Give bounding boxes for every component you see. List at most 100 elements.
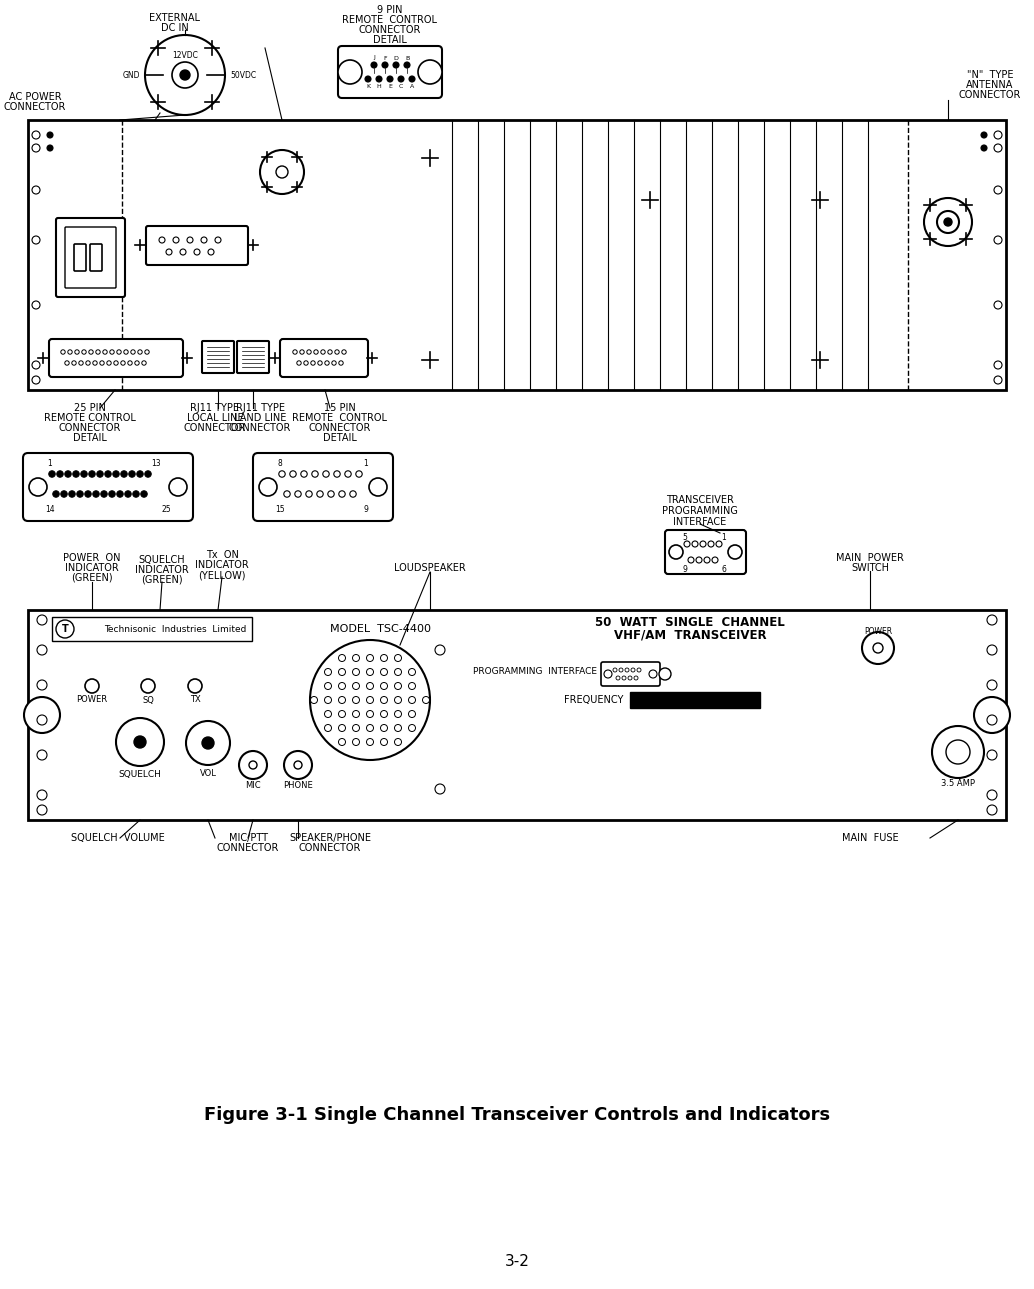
Text: CONNECTOR: CONNECTOR (184, 423, 246, 433)
Circle shape (423, 696, 429, 704)
Circle shape (93, 361, 97, 365)
Circle shape (987, 644, 997, 655)
Text: 3-2: 3-2 (505, 1254, 529, 1270)
Circle shape (93, 491, 99, 498)
Circle shape (68, 349, 72, 354)
Circle shape (366, 696, 373, 704)
Text: POWER  ON: POWER ON (63, 553, 121, 563)
Text: T: T (62, 624, 68, 634)
Circle shape (145, 470, 151, 477)
Text: PROGRAMMING  INTERFACE: PROGRAMMING INTERFACE (473, 668, 597, 677)
Circle shape (317, 361, 323, 365)
Circle shape (325, 361, 329, 365)
Text: 15: 15 (275, 505, 284, 514)
Circle shape (404, 62, 410, 68)
Circle shape (201, 237, 207, 244)
Circle shape (625, 668, 629, 672)
Circle shape (208, 249, 214, 255)
Circle shape (61, 491, 67, 498)
Text: 8: 8 (277, 459, 282, 468)
Text: D: D (394, 55, 398, 61)
Circle shape (294, 761, 302, 770)
Text: TRANSCEIVER: TRANSCEIVER (666, 495, 734, 505)
Text: DC IN: DC IN (161, 23, 189, 34)
Text: LOCAL LINE: LOCAL LINE (187, 412, 243, 423)
Text: PROGRAMMING: PROGRAMMING (662, 507, 738, 516)
Circle shape (395, 682, 401, 690)
Circle shape (121, 470, 127, 477)
Text: 12VDC: 12VDC (172, 52, 197, 61)
Text: CONNECTOR: CONNECTOR (959, 90, 1022, 101)
Text: MAIN  POWER: MAIN POWER (837, 553, 904, 563)
Text: CONNECTOR: CONNECTOR (217, 843, 279, 853)
Text: AC POWER: AC POWER (8, 92, 61, 102)
Circle shape (293, 349, 297, 354)
Circle shape (685, 541, 690, 547)
Circle shape (987, 790, 997, 800)
Text: B: B (405, 55, 409, 61)
Circle shape (381, 724, 388, 731)
Circle shape (987, 681, 997, 690)
Text: POWER: POWER (864, 626, 892, 635)
Circle shape (382, 62, 388, 68)
Circle shape (313, 349, 318, 354)
Text: CONNECTOR: CONNECTOR (309, 423, 371, 433)
FancyBboxPatch shape (23, 452, 193, 521)
Circle shape (349, 491, 356, 498)
Circle shape (371, 62, 377, 68)
Circle shape (61, 349, 65, 354)
Circle shape (862, 632, 894, 664)
Circle shape (301, 470, 307, 477)
Circle shape (49, 470, 55, 477)
Text: INDICATOR: INDICATOR (65, 563, 119, 574)
Circle shape (634, 675, 638, 681)
Circle shape (32, 302, 40, 309)
Text: CONNECTOR: CONNECTOR (359, 24, 421, 35)
Text: DETAIL: DETAIL (323, 433, 357, 443)
Circle shape (619, 668, 624, 672)
Circle shape (994, 131, 1002, 139)
Circle shape (339, 491, 345, 498)
Circle shape (283, 491, 291, 498)
Circle shape (187, 237, 193, 244)
FancyBboxPatch shape (601, 663, 660, 686)
Text: Technisonic  Industries  Limited: Technisonic Industries Limited (103, 624, 246, 633)
Circle shape (932, 726, 984, 779)
Circle shape (712, 557, 718, 563)
Text: SQUELCH: SQUELCH (119, 770, 161, 779)
Circle shape (37, 644, 47, 655)
Circle shape (393, 62, 399, 68)
Circle shape (202, 737, 214, 749)
Circle shape (628, 675, 632, 681)
Circle shape (172, 62, 197, 88)
Circle shape (310, 641, 430, 761)
Circle shape (47, 131, 53, 138)
Text: FREQUENCY: FREQUENCY (564, 695, 624, 705)
Circle shape (57, 470, 63, 477)
Text: SQUELCH  VOLUME: SQUELCH VOLUME (71, 833, 164, 843)
Text: GND: GND (122, 71, 140, 80)
Circle shape (335, 349, 339, 354)
Circle shape (82, 349, 86, 354)
Circle shape (136, 470, 143, 477)
Text: 25 PIN: 25 PIN (74, 403, 105, 412)
Circle shape (325, 669, 332, 675)
Circle shape (328, 349, 332, 354)
Circle shape (408, 724, 416, 731)
Circle shape (37, 806, 47, 815)
Circle shape (716, 541, 722, 547)
Circle shape (37, 715, 47, 724)
Circle shape (311, 361, 315, 365)
Circle shape (708, 541, 714, 547)
Circle shape (300, 349, 304, 354)
Circle shape (173, 237, 179, 244)
Circle shape (134, 361, 140, 365)
Circle shape (381, 669, 388, 675)
Circle shape (408, 669, 416, 675)
Circle shape (994, 236, 1002, 244)
Circle shape (104, 470, 112, 477)
Text: MIC/PTT: MIC/PTT (229, 833, 268, 843)
Circle shape (418, 61, 442, 84)
Text: A: A (409, 84, 415, 89)
Circle shape (692, 541, 698, 547)
